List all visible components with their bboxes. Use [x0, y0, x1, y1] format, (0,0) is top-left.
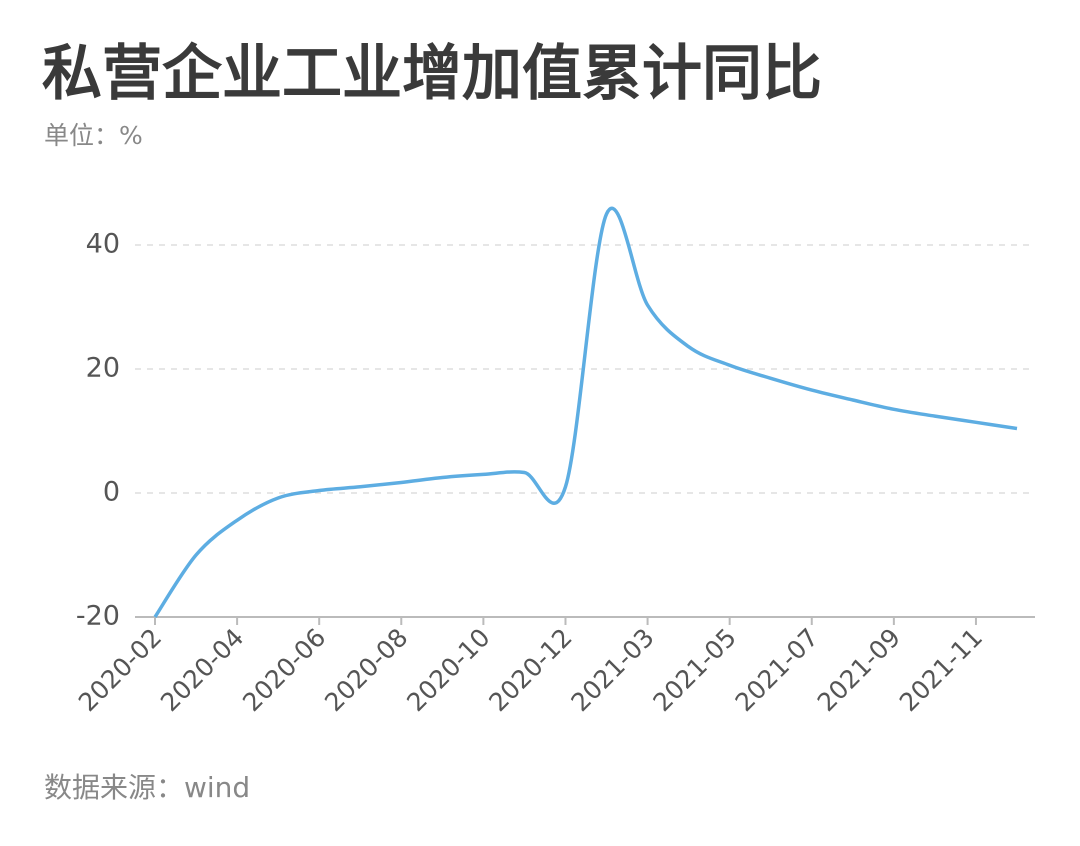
- source-note: 数据来源：wind: [44, 771, 250, 804]
- x-tick-label: 2020-10: [401, 623, 495, 717]
- x-tick-label: 2021-11: [894, 623, 988, 717]
- x-tick-label: 2020-06: [237, 623, 331, 717]
- x-tick-label: 2020-08: [319, 623, 413, 717]
- y-tick-label: 0: [103, 477, 120, 508]
- x-tick-label: 2020-04: [155, 623, 249, 717]
- x-tick-label: 2021-09: [812, 623, 906, 717]
- data-line: [153, 206, 1018, 618]
- x-tick-label: 2021-05: [648, 623, 742, 717]
- y-tick-label: 40: [86, 229, 120, 260]
- x-tick-label: 2020-12: [483, 623, 577, 717]
- y-tick-label: 20: [86, 353, 120, 384]
- x-tick-label: 2021-07: [730, 623, 824, 717]
- x-tick-label: 2021-03: [565, 623, 659, 717]
- y-tick-label: -20: [76, 601, 120, 632]
- x-tick-label: 2020-02: [73, 623, 167, 717]
- chart-subtitle: 单位：%: [44, 121, 143, 150]
- chart-title: 私营企业工业增加值累计同比: [42, 39, 822, 109]
